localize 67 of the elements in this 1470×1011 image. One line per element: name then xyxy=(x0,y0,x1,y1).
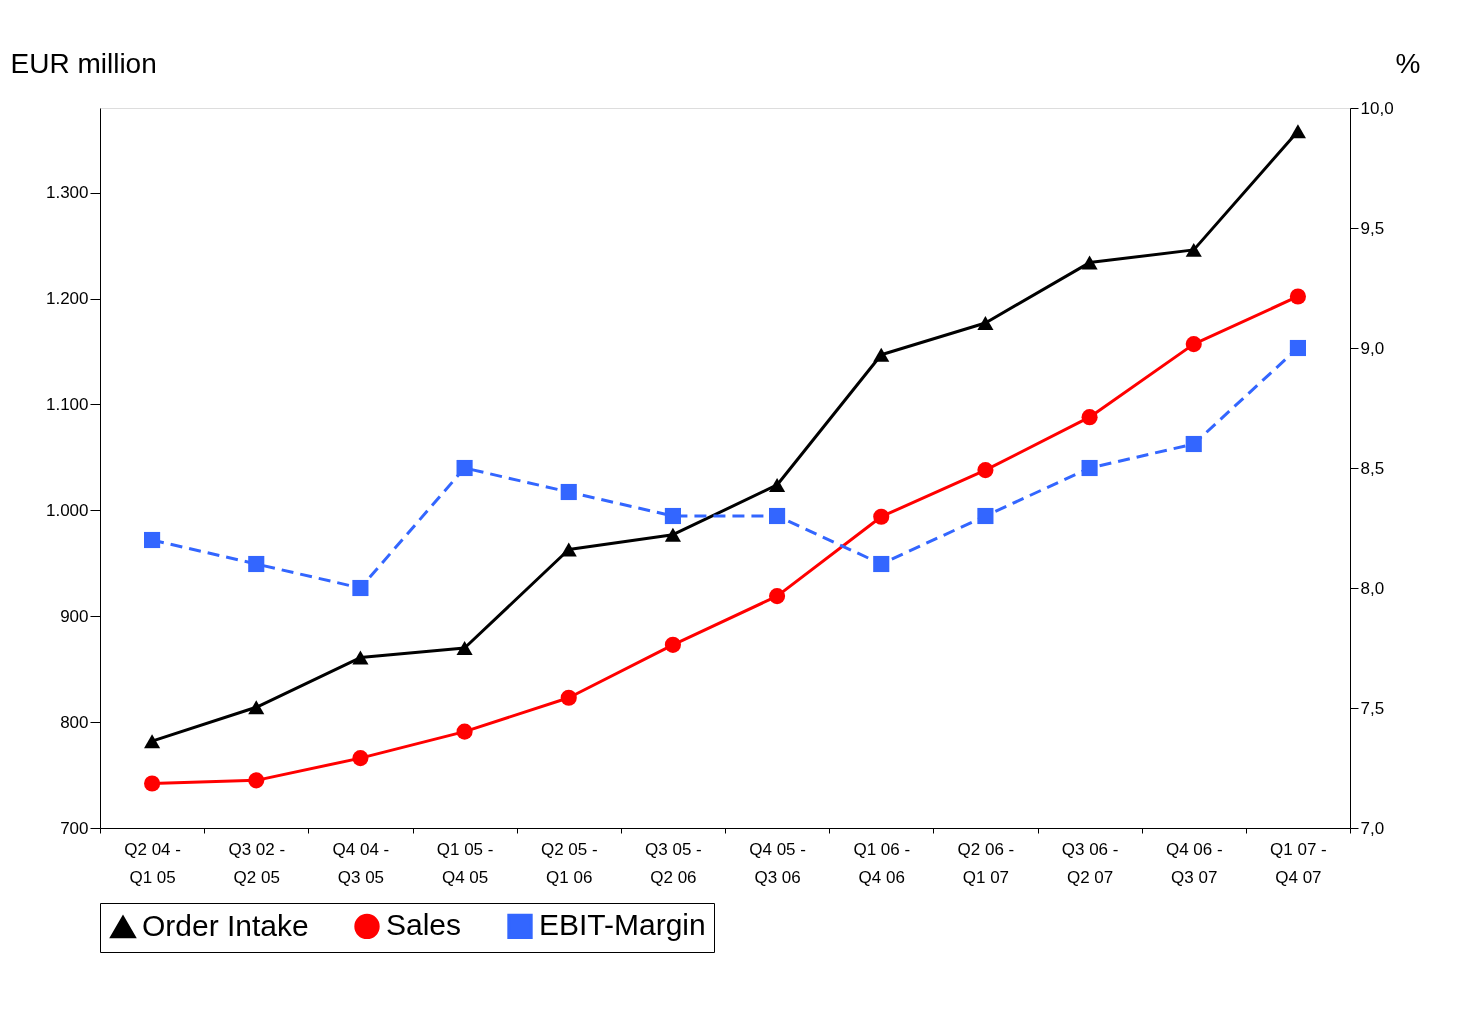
point xyxy=(873,555,890,573)
point xyxy=(1185,242,1202,257)
legend-label: EBIT-Margin xyxy=(539,908,706,942)
point xyxy=(977,507,994,525)
y-tick-label: 700 xyxy=(60,818,89,838)
y-tick-label: 1.300 xyxy=(45,183,89,203)
point xyxy=(664,636,681,653)
point xyxy=(352,650,369,665)
x-tick-label: Q3 02 - Q2 05 xyxy=(228,839,286,887)
point xyxy=(977,462,994,479)
x-tick-label: Q4 06 - Q3 07 xyxy=(1165,839,1223,887)
point xyxy=(664,507,681,525)
y2-axis-title: % xyxy=(1395,47,1421,79)
x-tick-label: Q2 04 - Q1 05 xyxy=(124,839,181,887)
y2-tick-label: 9,0 xyxy=(1360,338,1385,358)
point xyxy=(1081,459,1098,477)
point xyxy=(664,527,681,542)
point xyxy=(873,508,890,525)
point xyxy=(248,555,265,573)
point xyxy=(873,347,890,362)
point xyxy=(769,507,786,525)
y-axis-title: EUR million xyxy=(10,47,157,79)
y2-tick-label: 10,0 xyxy=(1360,98,1394,118)
point xyxy=(248,772,265,789)
point xyxy=(1185,435,1202,453)
legend-label: Order Intake xyxy=(142,909,309,943)
legend-label: Sales xyxy=(386,908,462,942)
point xyxy=(144,775,161,792)
x-tick-label: Q3 05 - Q2 06 xyxy=(645,839,702,887)
y2-tick-label: 8,5 xyxy=(1360,458,1385,478)
point xyxy=(456,723,473,740)
point xyxy=(144,734,161,749)
y-tick-label: 900 xyxy=(60,606,89,626)
x-tick-label: Q1 07 - Q4 07 xyxy=(1270,839,1327,887)
y2-tick-label: 7,5 xyxy=(1360,698,1385,718)
x-tick-label: Q1 06 - Q4 06 xyxy=(853,839,911,887)
x-tick-label: Q3 06 - Q2 07 xyxy=(1061,839,1119,887)
point xyxy=(144,531,161,549)
point xyxy=(560,689,577,706)
point xyxy=(1081,255,1098,270)
point xyxy=(560,483,577,501)
y2-tick-label: 7,0 xyxy=(1360,818,1385,838)
point xyxy=(1289,288,1306,305)
y-tick-label: 800 xyxy=(60,712,89,732)
point xyxy=(560,542,577,557)
x-tick-label: Q4 04 - Q3 05 xyxy=(332,839,390,887)
point xyxy=(352,579,369,597)
point xyxy=(1289,124,1306,139)
x-tick-label: Q4 05 - Q3 06 xyxy=(749,839,806,887)
x-tick-label: Q2 05 - Q1 06 xyxy=(540,839,598,887)
point xyxy=(352,750,369,767)
point xyxy=(769,588,786,605)
point xyxy=(977,315,994,330)
y-tick-label: 1.200 xyxy=(45,289,89,309)
x-tick-label: Q2 06 - Q1 07 xyxy=(957,839,1015,887)
point xyxy=(769,477,786,492)
point xyxy=(1289,339,1306,357)
point xyxy=(248,700,265,715)
y-tick-label: 1.000 xyxy=(45,500,89,520)
x-tick-label: Q1 05 - Q4 05 xyxy=(436,839,494,887)
point xyxy=(1185,336,1202,353)
y-tick-label: 1.100 xyxy=(45,394,89,414)
point xyxy=(456,459,473,477)
point xyxy=(1081,409,1098,426)
y2-tick-label: 8,0 xyxy=(1360,578,1385,598)
y2-tick-label: 9,5 xyxy=(1360,218,1385,238)
point xyxy=(456,641,473,655)
